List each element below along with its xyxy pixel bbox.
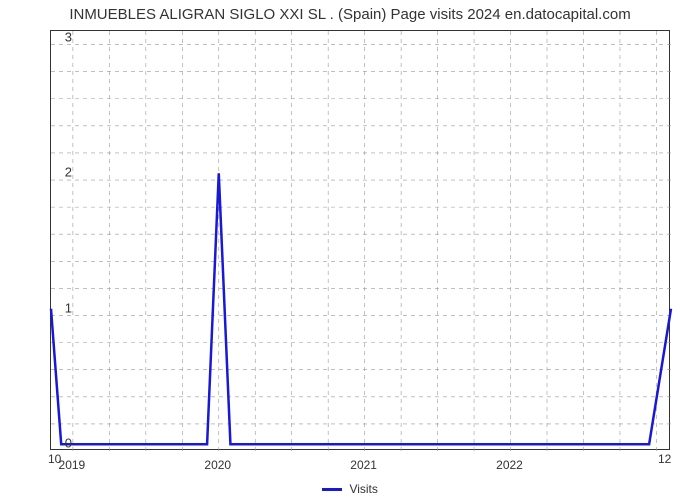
x-tick-label: 2020 <box>204 458 231 472</box>
y-tick-label: 0 <box>52 436 72 451</box>
x-tick-label: 2022 <box>496 458 523 472</box>
grid-and-series <box>51 31 671 451</box>
legend-swatch <box>322 488 342 491</box>
plot-area <box>50 30 670 450</box>
legend: Visits <box>0 482 700 496</box>
chart-title: INMUEBLES ALIGRAN SIGLO XXI SL . (Spain)… <box>0 6 700 23</box>
end-label-right: 12 <box>658 452 671 466</box>
visits-line-chart: INMUEBLES ALIGRAN SIGLO XXI SL . (Spain)… <box>0 0 700 500</box>
y-tick-label: 3 <box>52 29 72 44</box>
y-tick-label: 1 <box>52 300 72 315</box>
x-tick-label: 2021 <box>350 458 377 472</box>
y-tick-label: 2 <box>52 165 72 180</box>
x-tick-label: 2019 <box>59 458 86 472</box>
end-label-left: 10 <box>48 452 61 466</box>
legend-label: Visits <box>349 482 377 496</box>
